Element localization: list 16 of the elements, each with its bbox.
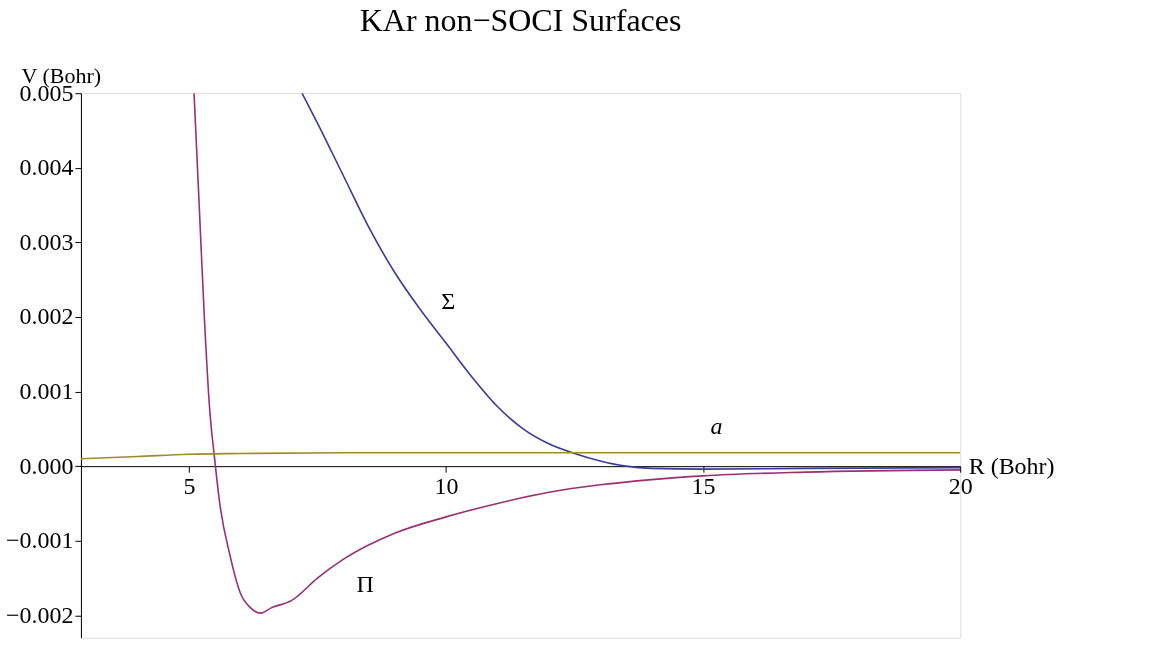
y-tick-label: 0.004 <box>19 154 74 181</box>
y-tick-label: −0.001 <box>5 527 74 554</box>
y-tick-label: 0.003 <box>19 228 74 255</box>
x-tick-label: 15 <box>691 472 716 499</box>
y-tick-label: 0.001 <box>19 378 74 405</box>
series-label: Π <box>356 571 374 598</box>
chart-title: KAr non−SOCI Surfaces <box>359 3 682 39</box>
y-tick-label: −0.002 <box>5 601 74 628</box>
x-tick-label: 10 <box>434 472 459 499</box>
series-label: Σ <box>441 287 456 314</box>
y-tick-label: 0.002 <box>19 303 74 330</box>
series-label: a <box>710 412 723 439</box>
y-tick-label: 0.000 <box>19 452 74 479</box>
x-axis-title: R (Bohr) <box>968 452 1055 479</box>
x-tick-label: 5 <box>183 472 196 499</box>
line-series <box>301 93 961 470</box>
